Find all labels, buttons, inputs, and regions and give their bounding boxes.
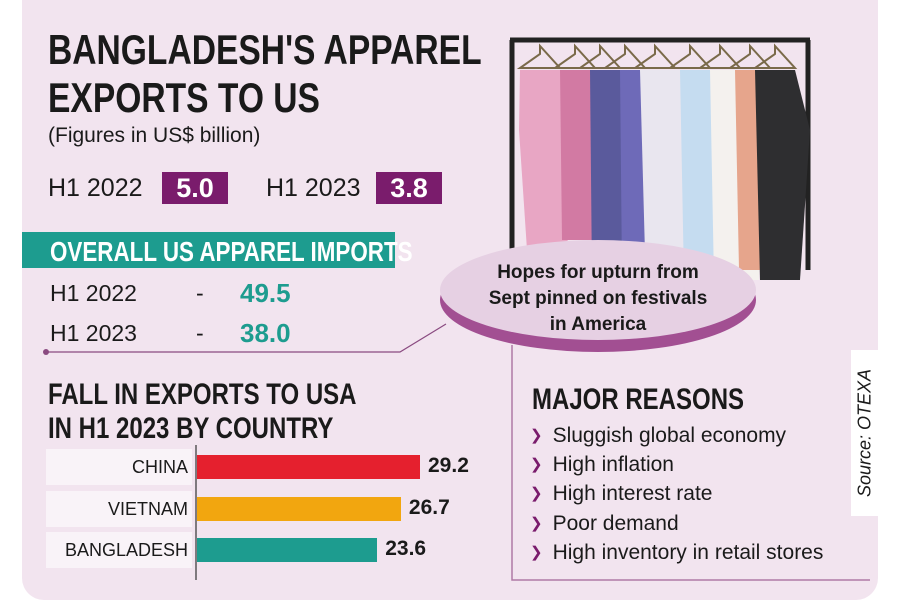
imports-header xyxy=(22,232,395,268)
category-label: VIETNAM xyxy=(46,490,192,527)
imports-dash: - xyxy=(196,280,204,306)
source: Source: OTEXA xyxy=(854,368,875,498)
value-label: 26.7 xyxy=(408,495,450,519)
period-label: H1 2023 xyxy=(266,174,361,202)
imports-value: 49.5 xyxy=(240,278,291,308)
value-label: 23.6 xyxy=(385,537,427,560)
reason-item: Poor demand xyxy=(530,512,679,536)
period-label: H1 2022 xyxy=(48,174,143,202)
value-label: 29.2 xyxy=(428,454,469,477)
reason-item: High interest rate xyxy=(530,482,713,506)
reason-item: High inflation xyxy=(530,453,674,477)
imports-period: H1 2023 xyxy=(50,320,137,346)
export-value: 3.8 xyxy=(376,172,442,204)
reason-item: High inventory in retail stores xyxy=(530,541,824,565)
reason-item: Sluggish global economy xyxy=(530,424,786,448)
photo-caption: Hopes for upturn from Sept pinned on fes… xyxy=(488,262,708,335)
bar xyxy=(197,538,378,562)
category-label: BANGLADESH xyxy=(46,532,192,568)
chart-title: FALL IN EXPORTS TO USA IN H1 2023 BY COU… xyxy=(48,378,356,479)
bar xyxy=(197,496,401,521)
title: BANGLADESH'S APPAREL EXPORTS TO US xyxy=(48,26,482,121)
imports-period: H1 2022 xyxy=(50,280,137,306)
imports-value: 38.0 xyxy=(240,318,291,348)
imports-title: OVERALL US APPAREL IMPORTS xyxy=(50,236,413,267)
bar xyxy=(197,455,420,479)
imports-dash: - xyxy=(196,320,204,346)
category-label: CHINA xyxy=(46,449,192,485)
reasons-title: MAJOR REASONS xyxy=(532,383,745,416)
subtitle: (Figures in US$ billion) xyxy=(48,124,261,147)
export-value: 5.0 xyxy=(162,172,228,204)
source-box xyxy=(851,350,879,516)
